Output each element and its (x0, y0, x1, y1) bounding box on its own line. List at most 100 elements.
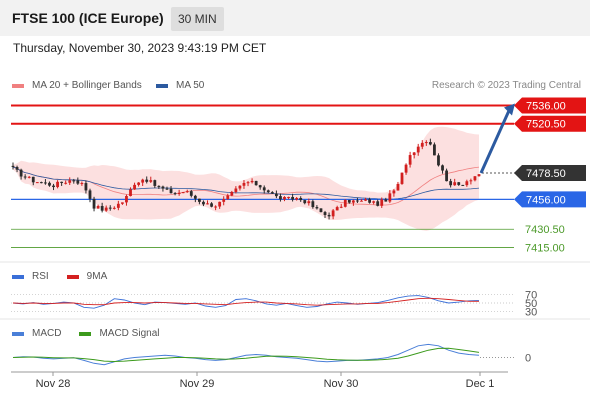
current-price-label: 7478.50 (526, 168, 566, 180)
candle-body (11, 165, 15, 168)
candle-body (88, 190, 92, 199)
candle-body (230, 191, 234, 196)
price-legend-ma50: MA 50 (156, 80, 204, 91)
forecast-arrow-shaft (479, 109, 511, 174)
candle-body (477, 174, 481, 177)
candle-body (424, 142, 428, 144)
macd-line (12, 343, 480, 366)
candle-body (165, 188, 169, 190)
candle-body (347, 199, 351, 203)
candle-body (295, 198, 299, 200)
ma50-swatch (156, 83, 168, 88)
candle-body (412, 152, 416, 156)
macd-signal-line (12, 347, 480, 363)
x-tick-label: Dec 1 (466, 378, 495, 390)
macd-signal-swatch (79, 331, 92, 336)
candle-body (254, 180, 258, 186)
candle-body (437, 155, 440, 166)
macd-panel: 0 (12, 343, 531, 366)
rsi-tick-label: 30 (525, 307, 537, 319)
current-price-tag (514, 164, 586, 181)
resistance-price-tag (514, 115, 586, 132)
candle-body (189, 191, 193, 196)
candle-body (258, 185, 262, 188)
candle-body (149, 180, 153, 182)
candle-body (331, 210, 335, 217)
macd-legend-label: MACD (32, 328, 62, 339)
candle-body (465, 181, 469, 186)
credit-text: Research © 2023 Trading Central (431, 80, 581, 91)
candle-body (339, 206, 343, 208)
ma20-legend-label: MA 20 + Bollinger Bands (32, 80, 142, 91)
resistance-price-tag (514, 97, 586, 114)
candle-body (68, 180, 72, 183)
candle-body (100, 206, 104, 211)
candle-body (457, 182, 461, 185)
candle-body (392, 190, 396, 194)
candle-body (441, 165, 444, 171)
candle-body (364, 199, 367, 201)
candle-body (445, 170, 448, 182)
candle-body (218, 201, 222, 207)
candle-body (356, 200, 359, 202)
candle-body (433, 144, 436, 156)
candle-body (416, 146, 420, 153)
candle-body (428, 142, 432, 145)
candle-body (104, 207, 108, 211)
candle-body (327, 214, 331, 217)
macd-signal-legend-label: MACD Signal (99, 328, 160, 339)
candle-body (250, 180, 254, 183)
candle-body (270, 192, 274, 194)
candle-body (262, 187, 266, 191)
candle-body (96, 206, 100, 209)
macd-swatch (12, 331, 24, 336)
candle-body (469, 180, 473, 182)
candle-body (181, 192, 185, 194)
candle-body (360, 200, 363, 202)
candle-body (56, 181, 59, 188)
candle-body (141, 179, 145, 183)
support-level-label: 7415.00 (525, 242, 565, 254)
candle-body (307, 201, 311, 204)
candle-body (108, 207, 112, 209)
candle-body (210, 203, 213, 207)
candle-body (206, 203, 209, 205)
resistance-price-label: 7536.00 (526, 101, 566, 113)
candle-body (116, 203, 120, 208)
candle-body (315, 207, 319, 209)
header-bar: FTSE 100 (ICE Europe) 30 MIN (0, 0, 590, 36)
candle-body (335, 207, 339, 211)
candle-body (246, 182, 250, 184)
candle-body (173, 193, 177, 195)
candle-body (279, 196, 282, 200)
resistance-price-label: 7520.50 (526, 119, 566, 131)
candle-body (129, 189, 132, 197)
candle-body (169, 188, 173, 194)
rsi-legend: RSI 9MA (12, 271, 107, 282)
candle-body (202, 201, 205, 205)
price-legend-ma20: MA 20 + Bollinger Bands (12, 80, 142, 91)
candle-body (153, 180, 157, 186)
candle-body (323, 212, 327, 215)
candle-body (64, 182, 68, 184)
macd-legend: MACD MACD Signal (12, 328, 159, 339)
candle-body (473, 176, 477, 181)
candle-body (177, 192, 181, 195)
rsi-line (12, 295, 480, 309)
candle-body (461, 184, 465, 186)
candle-body (283, 196, 286, 200)
rsi-legend-label: RSI (32, 271, 49, 282)
candle-body (311, 201, 315, 208)
candle-body (185, 191, 189, 193)
candle-body (92, 198, 96, 209)
pivot-price-tag (514, 191, 586, 208)
pivot-price-label: 7456.00 (526, 194, 566, 206)
candle-body (161, 186, 165, 189)
candle-body (214, 206, 218, 208)
candle-body (222, 199, 226, 202)
timeframe-badge[interactable]: 30 MIN (171, 7, 224, 31)
forecast-arrow-head (504, 103, 515, 116)
candle-body (242, 182, 246, 186)
candle-body (27, 176, 31, 178)
